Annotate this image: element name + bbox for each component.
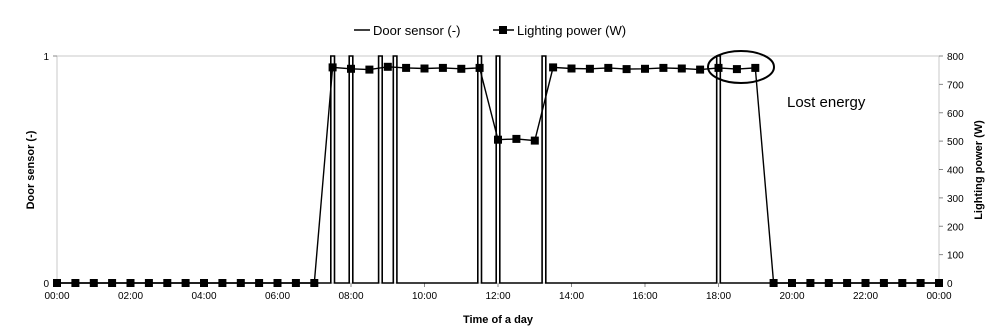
lighting-power-point xyxy=(236,279,245,287)
lost-energy-ellipse xyxy=(707,50,775,84)
lighting-power-point xyxy=(420,64,429,73)
lighting-power-point xyxy=(328,63,337,72)
lighting-power-point xyxy=(898,279,907,287)
lighting-power-point xyxy=(641,64,649,73)
x-tick-label: 14:00 xyxy=(559,291,584,302)
lighting-power-point xyxy=(310,279,319,287)
lighting-power-point xyxy=(273,279,282,287)
lighting-power-point xyxy=(71,279,80,287)
x-tick-label: 00:00 xyxy=(926,291,951,302)
lighting-power-point xyxy=(438,63,447,72)
y-right-axis-title: Lighting power (W) xyxy=(973,120,985,220)
lighting-power-point xyxy=(696,65,705,74)
lighting-power-point xyxy=(144,279,153,287)
lighting-power-point xyxy=(585,64,594,73)
series-door-sensor xyxy=(57,55,939,284)
lighting-power-point xyxy=(567,64,576,73)
lighting-power-point xyxy=(751,63,760,72)
lighting-power-point xyxy=(457,64,466,73)
y-left-tick-label: 0 xyxy=(43,279,49,290)
lighting-power-point xyxy=(383,62,392,71)
y-right-tick-label: 400 xyxy=(947,166,964,177)
y-right-tick-label: 700 xyxy=(947,80,964,91)
x-tick-label: 22:00 xyxy=(853,291,878,302)
lighting-power-point xyxy=(916,279,925,287)
x-tick-label: 06:00 xyxy=(265,291,290,302)
y-left-tick-label: 1 xyxy=(43,52,49,63)
lighting-power-point xyxy=(843,279,852,287)
lighting-power-point xyxy=(512,134,521,143)
y-right-tick-label: 600 xyxy=(947,109,964,120)
lighting-power-point xyxy=(347,64,355,73)
lighting-power-point xyxy=(769,279,778,287)
lighting-power-point xyxy=(935,279,943,287)
lighting-power-point xyxy=(604,63,613,72)
lighting-power-point xyxy=(549,63,558,72)
lighting-power-point xyxy=(732,65,741,74)
lighting-power-point xyxy=(108,279,117,287)
lighting-power-point xyxy=(475,63,484,72)
lighting-power-point xyxy=(788,279,796,287)
lighting-power-point xyxy=(218,279,227,287)
x-tick-label: 02:00 xyxy=(118,291,143,302)
lighting-power-point xyxy=(89,279,98,287)
y-right-axis-ticks: 0 100 200 300 400 500 600 700 800 xyxy=(939,52,964,290)
lighting-power-point xyxy=(126,279,135,287)
y-right-tick-label: 200 xyxy=(947,222,964,233)
lighting-power-point xyxy=(806,279,815,287)
series-lighting-power xyxy=(53,62,943,287)
lighting-power-point xyxy=(714,63,723,72)
x-tick-label: 04:00 xyxy=(191,291,216,302)
lighting-power-point xyxy=(291,279,300,287)
x-tick-label: 20:00 xyxy=(779,291,804,302)
lighting-power-point xyxy=(255,279,264,287)
x-tick-label: 00:00 xyxy=(44,291,69,302)
lighting-power-point xyxy=(622,65,631,74)
door-sensor-line xyxy=(57,55,939,284)
x-tick-label: 08:00 xyxy=(338,291,363,302)
legend-label-lighting-power: Lighting power (W) xyxy=(517,23,626,38)
legend-label-door-sensor: Door sensor (-) xyxy=(373,23,460,38)
lighting-power-point xyxy=(824,279,833,287)
lighting-power-point xyxy=(879,279,888,287)
lighting-power-point xyxy=(53,279,61,287)
legend-marker-lighting-power xyxy=(499,26,507,34)
lighting-power-point xyxy=(402,63,411,72)
lighting-power-point xyxy=(677,64,686,73)
lighting-power-point xyxy=(365,65,374,74)
x-axis-ticks: 00:00 02:00 04:00 06:00 08:00 10:00 12:00 14:00… xyxy=(44,283,952,302)
y-right-tick-label: 0 xyxy=(947,279,953,290)
x-tick-label: 12:00 xyxy=(485,291,510,302)
x-axis-title: Time of a day xyxy=(463,314,534,326)
x-tick-label: 18:00 xyxy=(706,291,731,302)
x-tick-label: 16:00 xyxy=(632,291,657,302)
x-tick-label: 10:00 xyxy=(412,291,437,302)
y-right-tick-label: 100 xyxy=(947,251,964,262)
y-right-tick-label: 800 xyxy=(947,52,964,63)
y-left-axis-ticks: 01 xyxy=(43,52,57,290)
y-right-tick-label: 500 xyxy=(947,137,964,148)
lighting-power-point xyxy=(861,279,870,287)
legend: Door sensor (-) Lighting power (W) xyxy=(354,23,626,38)
y-right-tick-label: 300 xyxy=(947,194,964,205)
lighting-power-point xyxy=(163,279,172,287)
lighting-power-point xyxy=(200,279,208,287)
plot-area-border xyxy=(56,55,940,284)
lighting-power-point xyxy=(659,63,668,72)
lighting-power-point xyxy=(530,136,539,145)
lighting-power-point xyxy=(181,279,190,287)
y-left-axis-title: Door sensor (-) xyxy=(25,130,37,209)
lost-energy-annotation: Lost energy xyxy=(787,94,866,111)
lighting-power-point xyxy=(494,135,502,144)
